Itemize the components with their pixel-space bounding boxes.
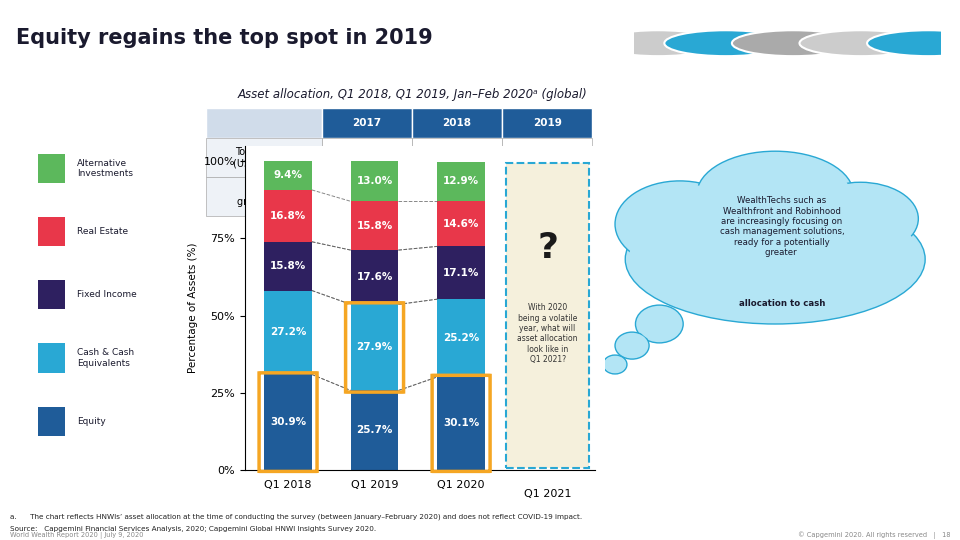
- Text: a.      The chart reflects HNWIs’ asset allocation at the time of conducting the: a. The chart reflects HNWIs’ asset alloc…: [10, 513, 582, 519]
- Ellipse shape: [618, 184, 741, 265]
- Text: 27.2%: 27.2%: [270, 327, 306, 338]
- Bar: [264, 374, 312, 470]
- Bar: [206, 177, 322, 216]
- Text: Total wealth
(US$ trillion): Total wealth (US$ trillion): [233, 147, 295, 168]
- Text: ?: ?: [537, 231, 558, 265]
- Text: 13.0%: 13.0%: [356, 176, 393, 186]
- Ellipse shape: [700, 154, 851, 235]
- Bar: [264, 242, 312, 291]
- Text: 68.1: 68.1: [446, 153, 468, 163]
- Ellipse shape: [697, 151, 853, 238]
- Text: 10.6%: 10.6%: [351, 192, 382, 201]
- Bar: [38, 343, 65, 373]
- Text: Source:   Capgemini Financial Services Analysis, 2020; Capgemini Global HNWI Ins: Source: Capgemini Financial Services Ana…: [10, 526, 375, 532]
- Bar: [438, 201, 485, 246]
- Text: 16.8%: 16.8%: [270, 211, 306, 221]
- Text: 17.1%: 17.1%: [443, 268, 479, 278]
- Text: 27.9%: 27.9%: [356, 342, 393, 353]
- Text: Real Estate: Real Estate: [77, 227, 128, 236]
- Bar: [438, 246, 485, 299]
- Text: 8.6%: 8.6%: [535, 192, 560, 201]
- Text: 70.2: 70.2: [356, 153, 377, 163]
- Y-axis label: Percentage of Assets (%): Percentage of Assets (%): [188, 242, 198, 373]
- Ellipse shape: [625, 194, 925, 324]
- Text: 2018: 2018: [443, 118, 471, 128]
- Text: Equity regains the top spot in 2019: Equity regains the top spot in 2019: [15, 28, 433, 49]
- Circle shape: [637, 307, 681, 341]
- Bar: [438, 377, 485, 470]
- Bar: [412, 177, 502, 216]
- Text: Fixed Income: Fixed Income: [77, 291, 136, 299]
- Bar: [350, 305, 398, 390]
- Bar: [322, 177, 412, 216]
- Text: 15.8%: 15.8%: [356, 221, 393, 231]
- Text: 2019: 2019: [533, 118, 562, 128]
- Ellipse shape: [615, 181, 745, 267]
- Text: 74.0: 74.0: [537, 153, 558, 163]
- Circle shape: [603, 355, 627, 374]
- Text: Cash & Cash
Equivalents: Cash & Cash Equivalents: [77, 348, 134, 368]
- Text: With 2020
being a volatile
year, what will
asset allocation
look like in
Q1 2021: With 2020 being a volatile year, what wi…: [517, 303, 578, 364]
- Circle shape: [867, 30, 960, 56]
- Bar: [438, 299, 485, 377]
- Bar: [502, 177, 592, 216]
- Bar: [322, 108, 412, 138]
- Bar: [502, 138, 592, 177]
- Bar: [206, 108, 322, 138]
- Text: World Wealth Report 2020 | July 9, 2020: World Wealth Report 2020 | July 9, 2020: [10, 532, 143, 539]
- Text: WealthTechs such as
Wealthfront and Robinhood
are increasingly focusing on
cash : WealthTechs such as Wealthfront and Robi…: [720, 197, 845, 257]
- Text: With the current crisis and volatility, are there more asset allocation adjustme: With the current crisis and volatility, …: [136, 485, 824, 498]
- Text: (3.0%): (3.0%): [441, 192, 473, 201]
- Bar: [502, 108, 592, 138]
- Bar: [264, 190, 312, 242]
- Circle shape: [597, 30, 720, 56]
- Bar: [438, 161, 485, 201]
- Text: allocation to cash: allocation to cash: [739, 299, 826, 308]
- Circle shape: [636, 305, 684, 343]
- Text: 30.9%: 30.9%: [270, 417, 306, 427]
- Text: 9.4%: 9.4%: [274, 171, 302, 180]
- Text: Wealth
growth (%): Wealth growth (%): [237, 186, 291, 207]
- Text: 14.6%: 14.6%: [443, 219, 479, 229]
- Circle shape: [616, 333, 647, 357]
- Text: 25.7%: 25.7%: [356, 425, 393, 435]
- Text: 15.8%: 15.8%: [270, 261, 306, 271]
- Ellipse shape: [803, 183, 919, 255]
- Text: Equity: Equity: [77, 417, 106, 426]
- Bar: [350, 390, 398, 470]
- Circle shape: [800, 30, 923, 56]
- Circle shape: [732, 30, 854, 56]
- Text: 17.6%: 17.6%: [356, 272, 393, 282]
- Bar: [350, 201, 398, 250]
- Bar: [350, 161, 398, 201]
- Bar: [412, 138, 502, 177]
- Text: 25.2%: 25.2%: [443, 333, 479, 343]
- Bar: [38, 154, 65, 183]
- Text: © Capgemini 2020. All rights reserved   |   18: © Capgemini 2020. All rights reserved | …: [798, 531, 950, 539]
- Circle shape: [615, 332, 649, 359]
- Circle shape: [664, 30, 787, 56]
- Bar: [38, 280, 65, 309]
- Text: 30.1%: 30.1%: [443, 418, 479, 428]
- Bar: [264, 291, 312, 374]
- Bar: [206, 138, 322, 177]
- Text: 12.9%: 12.9%: [443, 177, 479, 186]
- Bar: [264, 161, 312, 190]
- Circle shape: [604, 356, 626, 373]
- Bar: [38, 217, 65, 246]
- Bar: [322, 138, 412, 177]
- Bar: [412, 108, 502, 138]
- Text: 2017: 2017: [352, 118, 381, 128]
- Bar: [38, 407, 65, 436]
- Text: Asset allocation, Q1 2018, Q1 2019, Jan–Feb 2020ᵃ (global): Asset allocation, Q1 2018, Q1 2019, Jan–…: [238, 88, 588, 101]
- FancyBboxPatch shape: [506, 163, 589, 468]
- Ellipse shape: [805, 185, 915, 252]
- Text: Alternative
Investments: Alternative Investments: [77, 159, 132, 178]
- Ellipse shape: [629, 197, 922, 321]
- Bar: [350, 250, 398, 305]
- Text: Q1 2021: Q1 2021: [524, 489, 571, 500]
